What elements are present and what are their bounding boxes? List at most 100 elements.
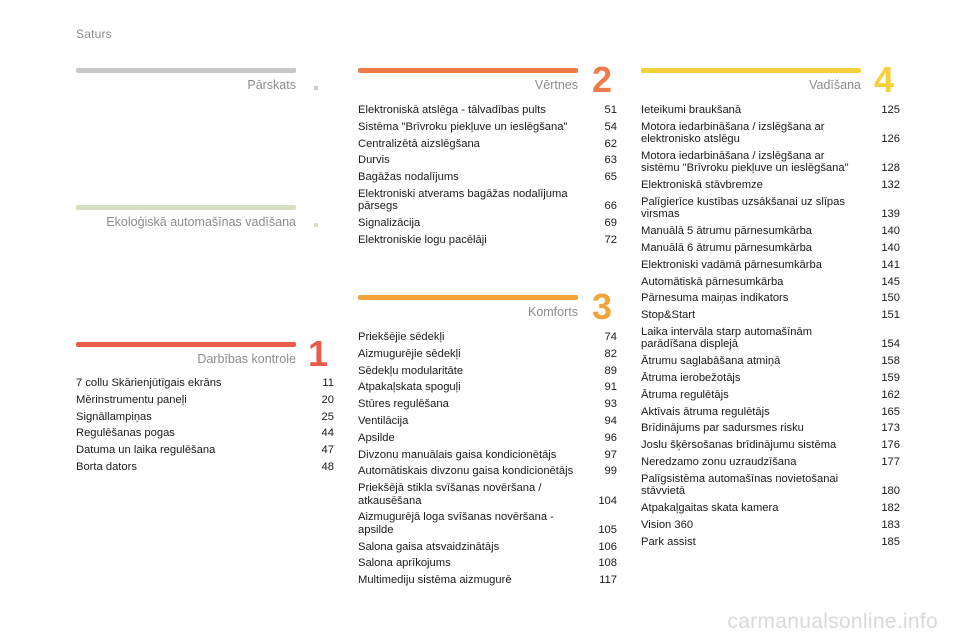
- toc-entry-label: Mērinstrumentu paneļi: [76, 393, 187, 406]
- toc-entry[interactable]: 7 collu Skārienjūtīgais ekrāns 11: [76, 377, 334, 389]
- toc-entry[interactable]: Palīgierīce kustības uzsākšanai uz slīpa…: [641, 196, 900, 221]
- toc-entry[interactable]: Apsilde 96: [358, 432, 617, 444]
- toc-entry-label: Park assist: [641, 535, 696, 548]
- toc-entry-label: Ātruma ierobežotājs: [641, 371, 741, 384]
- toc-entry[interactable]: Vision 360 183: [641, 519, 900, 531]
- section-number: 4: [874, 59, 895, 100]
- toc-entry-page: 51: [604, 104, 617, 116]
- toc-entry[interactable]: Priekšējie sēdekļi 74: [358, 331, 617, 343]
- toc-entry[interactable]: Pārnesuma maiņas indikators 150: [641, 292, 900, 304]
- toc-entry[interactable]: Ātruma regulētājs 162: [641, 389, 900, 401]
- toc-entry-page: 72: [604, 233, 617, 246]
- toc-entry[interactable]: Manuālā 6 ātrumu pārnesumkārba 140: [641, 242, 900, 254]
- toc-entry[interactable]: Datuma un laika regulēšana 47: [76, 444, 334, 456]
- toc-entry-label: Ieteikumi braukšanā: [641, 104, 742, 116]
- toc-entry[interactable]: Elektroniskie logu pacēlāji 72: [358, 234, 617, 246]
- section-bar: [358, 68, 578, 73]
- toc-entry[interactable]: Joslu šķērsošanas brīdinājumu sistēma 176: [641, 439, 900, 451]
- toc-entry[interactable]: Centralizētā aizslēgšana 62: [358, 138, 617, 150]
- toc-entry-page: 105: [598, 523, 617, 536]
- toc-entry-label: Aktīvais ātruma regulētājs: [641, 405, 770, 418]
- toc-entry-label: Salona gaisa atsvaidzinātājs: [358, 540, 500, 553]
- toc-entry-label: Atpakaļgaitas skata kamera: [641, 501, 779, 514]
- toc-entry[interactable]: Aktīvais ātruma regulētājs 165: [641, 406, 900, 418]
- toc-entry[interactable]: Stūres regulēšana 93: [358, 398, 617, 410]
- toc-entry-page: 106: [598, 540, 617, 553]
- toc-entry-label: Elektroniski atverams bagāžas nodalījuma…: [358, 187, 568, 213]
- toc-entry[interactable]: Priekšējā stikla svīšanas novēršana / at…: [358, 482, 617, 507]
- toc-entry-label: Stop&Start: [641, 309, 696, 322]
- toc-entry-page: 140: [881, 225, 900, 238]
- toc-entry[interactable]: Signāllampiņas 25: [76, 411, 334, 423]
- toc-entry[interactable]: Aizmugurējie sēdekļi 82: [358, 348, 617, 360]
- toc-entry-page: 126: [881, 133, 900, 146]
- toc-entry[interactable]: Bagāžas nodalījums 65: [358, 171, 617, 183]
- toc-entry[interactable]: Elektroniskā atslēga - tālvadības pults 5…: [358, 104, 617, 116]
- toc-entry-label: Aizmugurējā loga svīšanas novēršana - ap…: [358, 511, 554, 536]
- toc-entry-page: 182: [881, 501, 900, 514]
- toc-entry-page: 54: [604, 120, 617, 133]
- toc-entry[interactable]: Stop&Start 151: [641, 309, 900, 321]
- toc-entry[interactable]: Signalizācija 69: [358, 217, 617, 229]
- toc-entry[interactable]: Ventilācija 94: [358, 415, 617, 427]
- toc-entry-page: 74: [604, 331, 617, 343]
- toc-entry[interactable]: Ātrumu saglabāšana atmiņā 158: [641, 355, 900, 367]
- toc-entry[interactable]: Ātruma ierobežotājs 159: [641, 372, 900, 384]
- toc-list-vadisana: Ieteikumi braukšanā 125 Motora iedarbināša…: [641, 104, 900, 552]
- toc-entry[interactable]: Motora iedarbināšana / izslēgšana ar ele…: [641, 121, 900, 146]
- section-marker-dot: [314, 223, 318, 227]
- toc-entry-label: Manuālā 5 ātrumu pārnesumkārba: [641, 225, 813, 238]
- toc-entry[interactable]: Elektroniski vadāmā pārnesumkārba 141: [641, 259, 900, 271]
- toc-entry-label: Atpakaļskata spoguļi: [358, 381, 461, 394]
- toc-entry[interactable]: Laika intervāla starp automašīnām parādī…: [641, 326, 900, 351]
- toc-entry[interactable]: Manuālā 5 ātrumu pārnesumkārba 140: [641, 225, 900, 237]
- toc-entry-page: 44: [321, 427, 334, 440]
- toc-entry-page: 97: [604, 448, 617, 461]
- toc-entry-label: Automātiskā pārnesumkārba: [641, 275, 784, 288]
- section-title: Darbības kontrole: [197, 352, 296, 366]
- toc-entry-label: Motora iedarbināšana / izslēgšana ar ele…: [641, 120, 825, 146]
- toc-entry[interactable]: Palīgsistēma automašīnas novietošanai st…: [641, 473, 900, 498]
- toc-entry[interactable]: Motora iedarbināšana / izslēgšana ar sis…: [641, 150, 900, 175]
- toc-entry[interactable]: Multimediju sistēma aizmugurē 117: [358, 574, 617, 586]
- toc-entry-label: Palīgsistēma automašīnas novietošanai st…: [641, 472, 839, 498]
- toc-entry-page: 154: [881, 338, 900, 351]
- toc-entry[interactable]: Aizmugurējā loga svīšanas novēršana - ap…: [358, 511, 617, 536]
- toc-entry[interactable]: Park assist 185: [641, 536, 900, 548]
- toc-entry[interactable]: Atpakaļskata spoguļi 91: [358, 381, 617, 393]
- toc-entry[interactable]: Ieteikumi braukšanā 125: [641, 104, 900, 116]
- section-title: Ekoloģiskā automašīnas vadīšana: [106, 215, 296, 229]
- toc-entry[interactable]: Borta dators 48: [76, 461, 334, 473]
- toc-entry[interactable]: Salona gaisa atsvaidzinātājs 106: [358, 541, 617, 553]
- section-parskats: Pārskats: [76, 68, 296, 98]
- toc-entry-label: Ātruma regulētājs: [641, 388, 729, 401]
- toc-entry[interactable]: Elektroniski atverams bagāžas nodalījuma…: [358, 188, 617, 213]
- toc-entry-page: 47: [321, 444, 334, 457]
- toc-entry-label: Borta dators: [76, 460, 137, 473]
- section-bar: [358, 295, 578, 300]
- toc-entry[interactable]: Automātiskā pārnesumkārba 145: [641, 276, 900, 288]
- toc-entry-label: Signāllampiņas: [76, 410, 152, 423]
- section-title: Vadīšana: [809, 78, 861, 92]
- toc-entry[interactable]: Automātiskais divzonu gaisa kondicionētā…: [358, 465, 617, 477]
- toc-entry[interactable]: Mērinstrumentu paneļi 20: [76, 394, 334, 406]
- toc-entry[interactable]: Sistēma "Brīvroku piekļuve un ieslēgšana…: [358, 121, 617, 133]
- toc-entry-page: 141: [881, 258, 900, 271]
- toc-entry-page: 62: [604, 137, 617, 150]
- toc-entry[interactable]: Salona aprīkojums 108: [358, 557, 617, 569]
- section-title: Vērtnes: [534, 78, 578, 92]
- toc-entry[interactable]: Durvis 63: [358, 154, 617, 166]
- toc-entry[interactable]: Brīdinājums par sadursmes risku 173: [641, 422, 900, 434]
- toc-entry[interactable]: Sēdekļu modularitāte 89: [358, 365, 617, 377]
- toc-entry-label: Signalizācija: [358, 217, 421, 230]
- toc-entry-page: 159: [881, 371, 900, 384]
- toc-entry[interactable]: Atpakaļgaitas skata kamera 182: [641, 502, 900, 514]
- toc-entry[interactable]: Elektroniskā stāvbremze 132: [641, 179, 900, 191]
- toc-entry-label: Salona aprīkojums: [358, 557, 451, 570]
- toc-entry[interactable]: Neredzamo zonu uzraudzīšana 177: [641, 456, 900, 468]
- toc-entry[interactable]: Divzonu manuālais gaisa kondicionētājs 97: [358, 449, 617, 461]
- toc-entry-page: 150: [881, 292, 900, 305]
- toc-entry[interactable]: Regulēšanas pogas 44: [76, 427, 334, 439]
- section-number: 3: [592, 286, 613, 327]
- toc-entry-page: 66: [604, 200, 617, 213]
